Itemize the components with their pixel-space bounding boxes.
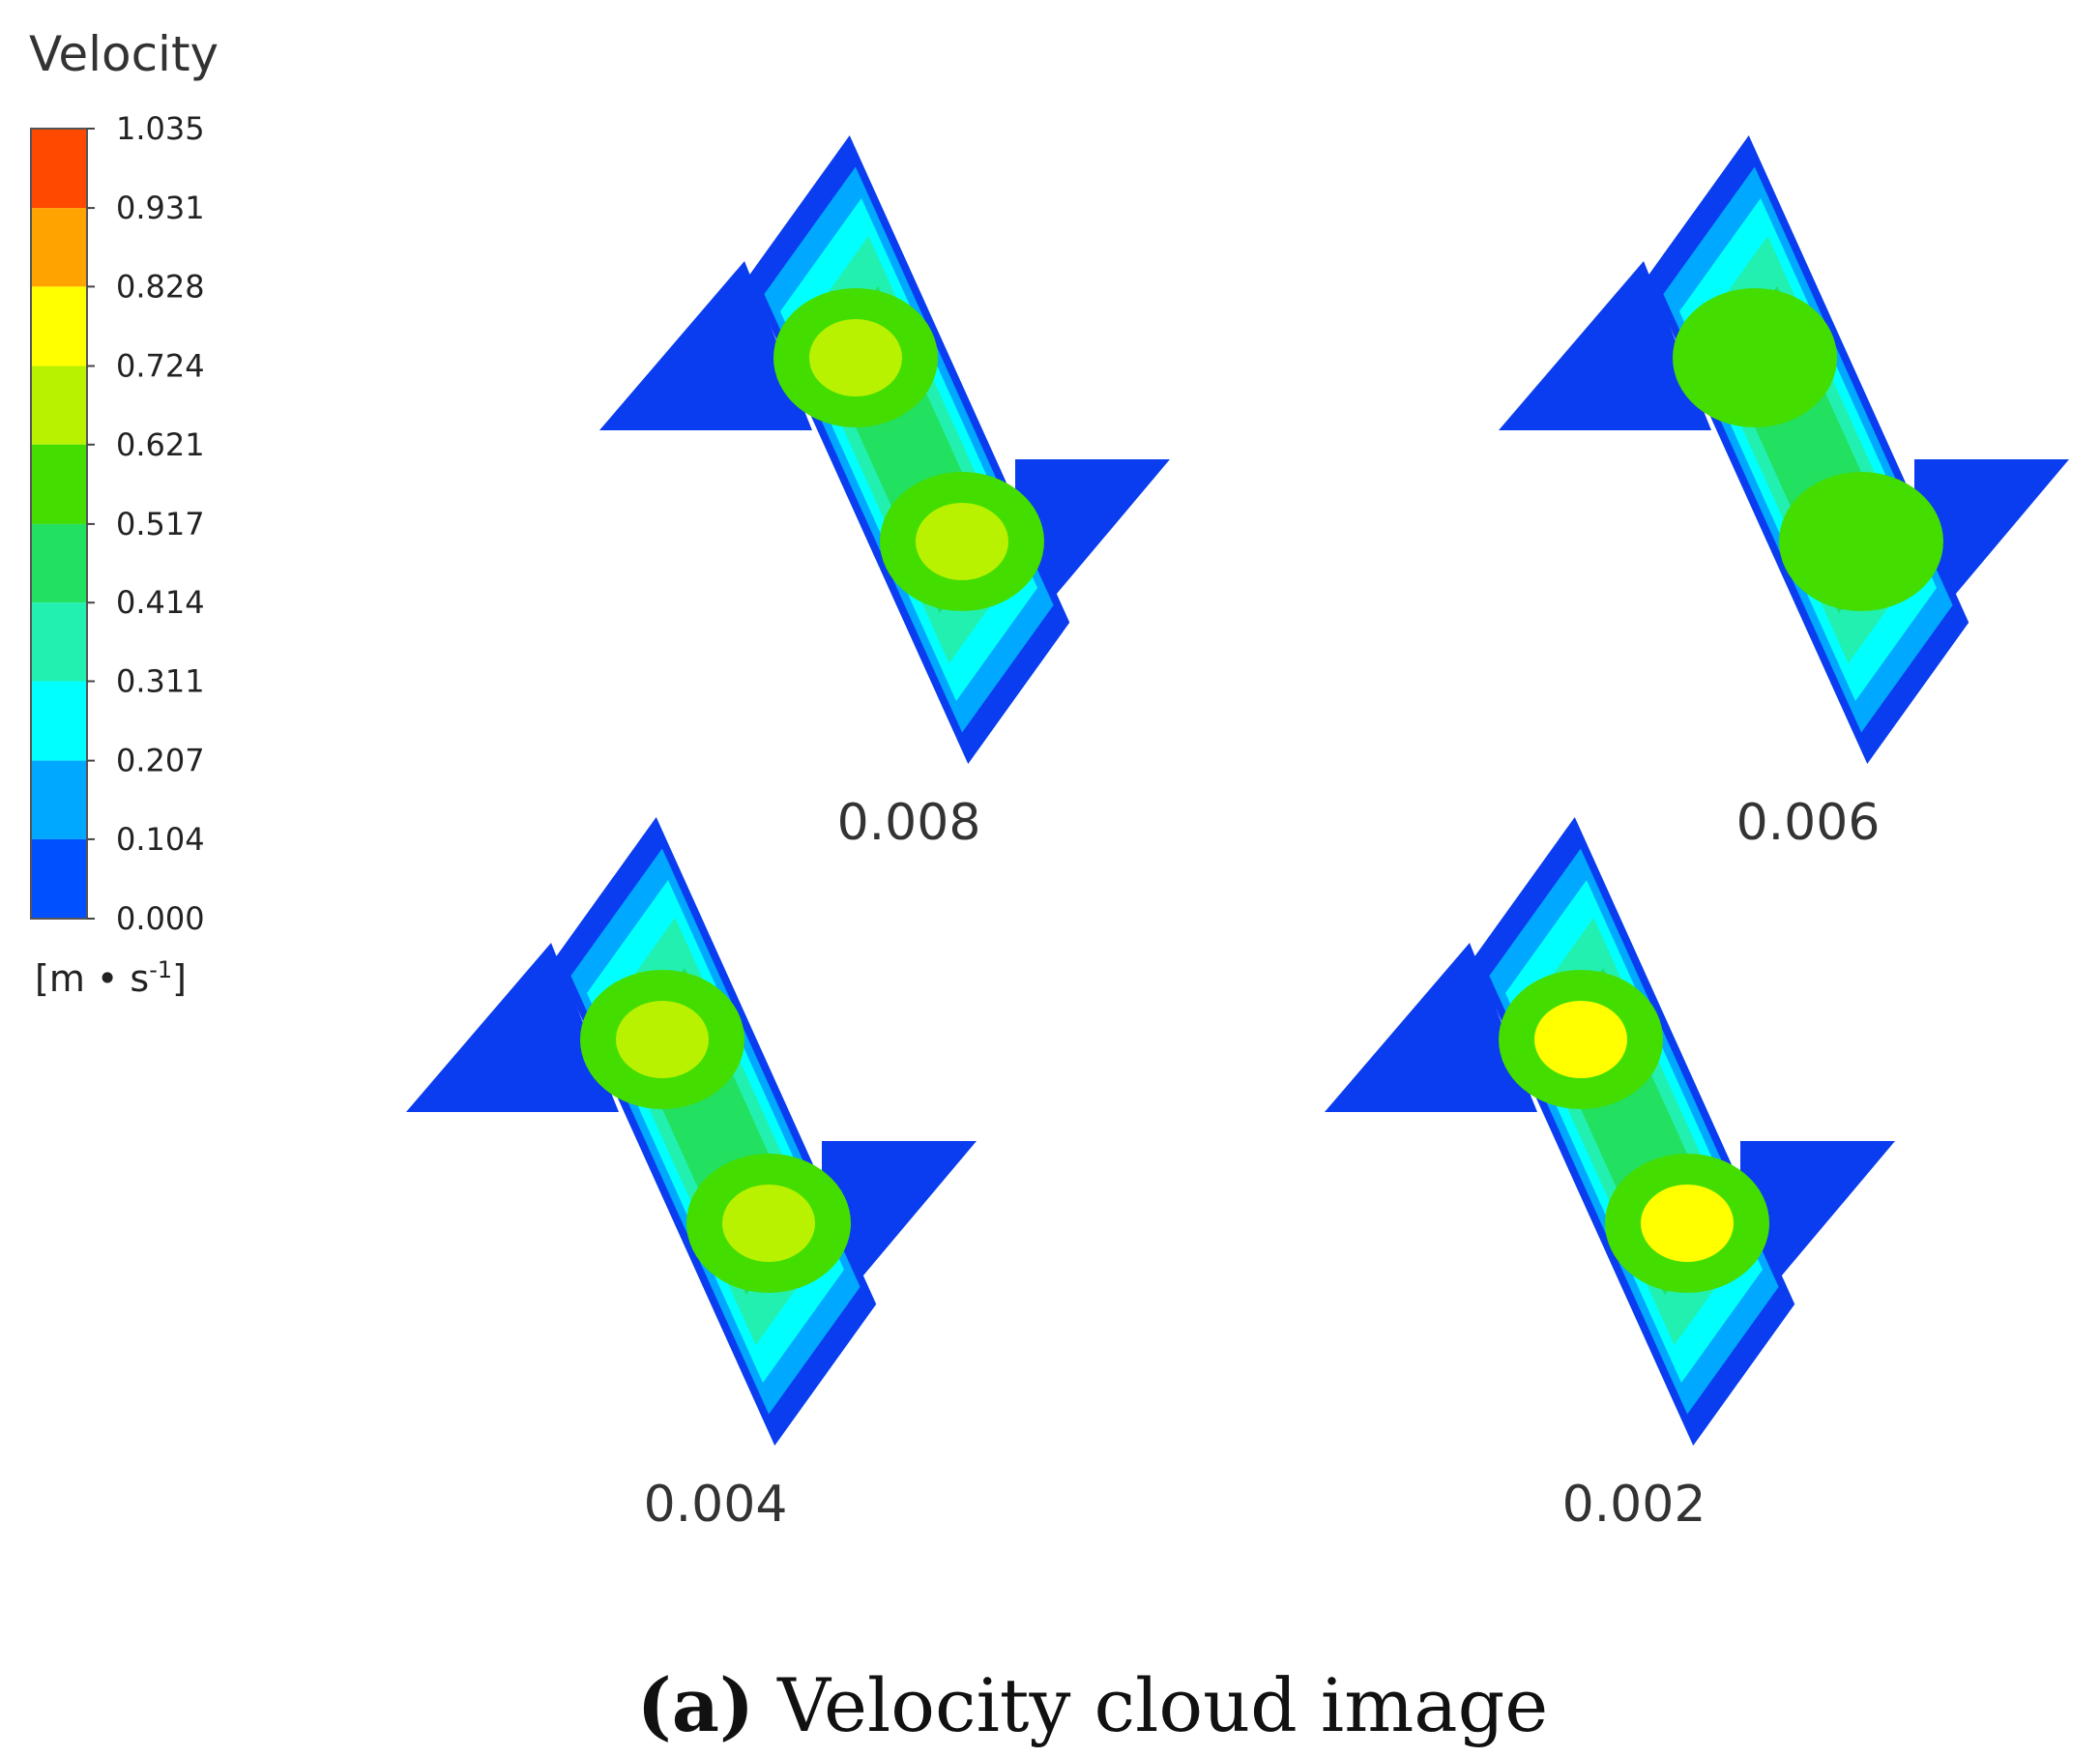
colorbar-band: [31, 208, 87, 287]
colorbar-tick-label: 0.724: [116, 347, 205, 384]
vortex-peak-core: [1641, 1185, 1734, 1262]
vortex-peak-core: [1815, 503, 1908, 580]
colorbar-unit: [m • s-1]: [35, 956, 187, 1000]
colorbar-band: [31, 760, 87, 839]
colorbar-band: [31, 286, 87, 366]
colorbar-tick-label: 0.104: [116, 821, 205, 858]
colorbar-tick-label: 0.621: [116, 426, 205, 463]
panel-label: 0.002: [1562, 1476, 1706, 1534]
left-flange: [1499, 261, 1711, 430]
figure-caption: (a) Velocity cloud image: [637, 1662, 1549, 1748]
left-flange: [406, 943, 619, 1112]
caption-text: Velocity cloud image: [754, 1662, 1548, 1748]
caption-close-paren: ): [719, 1662, 754, 1748]
colorbar-band: [31, 602, 87, 682]
colorbar-band: [31, 129, 87, 209]
caption-open-paren: (: [637, 1662, 672, 1748]
colorbar-tick-label: 0.517: [116, 506, 205, 542]
colorbar-unit-prefix: [m • s: [35, 957, 149, 1000]
vortex-peak-core: [1534, 1001, 1627, 1078]
colorbar-tick-label: 0.414: [116, 584, 205, 621]
colorbar-unit-exponent: -1: [149, 956, 172, 983]
panel-label: 0.006: [1736, 794, 1881, 852]
colorbar-title: Velocity: [29, 26, 219, 82]
panel-label: 0.004: [644, 1476, 788, 1534]
velocity-contour-panel: 0.004: [406, 817, 977, 1534]
colorbar: 1.035 0.931 0.828 0.724 0.621 0.517 0.414 0.311…: [30, 110, 205, 937]
colorbar-band: [31, 681, 87, 761]
colorbar-band: [31, 366, 87, 445]
left-flange: [599, 261, 812, 430]
colorbar-tick-label: 1.035: [116, 110, 205, 147]
colorbar-unit-suffix: ]: [172, 957, 187, 1000]
vortex-peak-core: [1708, 319, 1801, 396]
caption-letter: a: [672, 1662, 719, 1748]
velocity-contour-panel: 0.002: [1325, 817, 1895, 1534]
left-flange: [1325, 943, 1537, 1112]
vortex-peak-core: [722, 1185, 815, 1262]
panel-label: 0.008: [837, 794, 981, 852]
colorbar-tick-label: 0.207: [116, 743, 205, 779]
contour-panels: 0.008 0.006 0.004 0.002: [406, 135, 2069, 1534]
velocity-contour-panel: 0.006: [1499, 135, 2069, 852]
vortex-peak-core: [916, 503, 1008, 580]
colorbar-tick-label: 0.311: [116, 663, 205, 700]
vortex-peak-core: [616, 1001, 709, 1078]
colorbar-tick-label: 0.828: [116, 268, 205, 305]
colorbar-band: [31, 444, 87, 524]
colorbar-band: [31, 838, 87, 919]
velocity-contour-panel: 0.008: [599, 135, 1170, 852]
colorbar-band: [31, 523, 87, 603]
colorbar-tick-label: 0.000: [116, 900, 205, 937]
colorbar-tick-label: 0.931: [116, 190, 205, 226]
vortex-peak-core: [809, 319, 902, 396]
